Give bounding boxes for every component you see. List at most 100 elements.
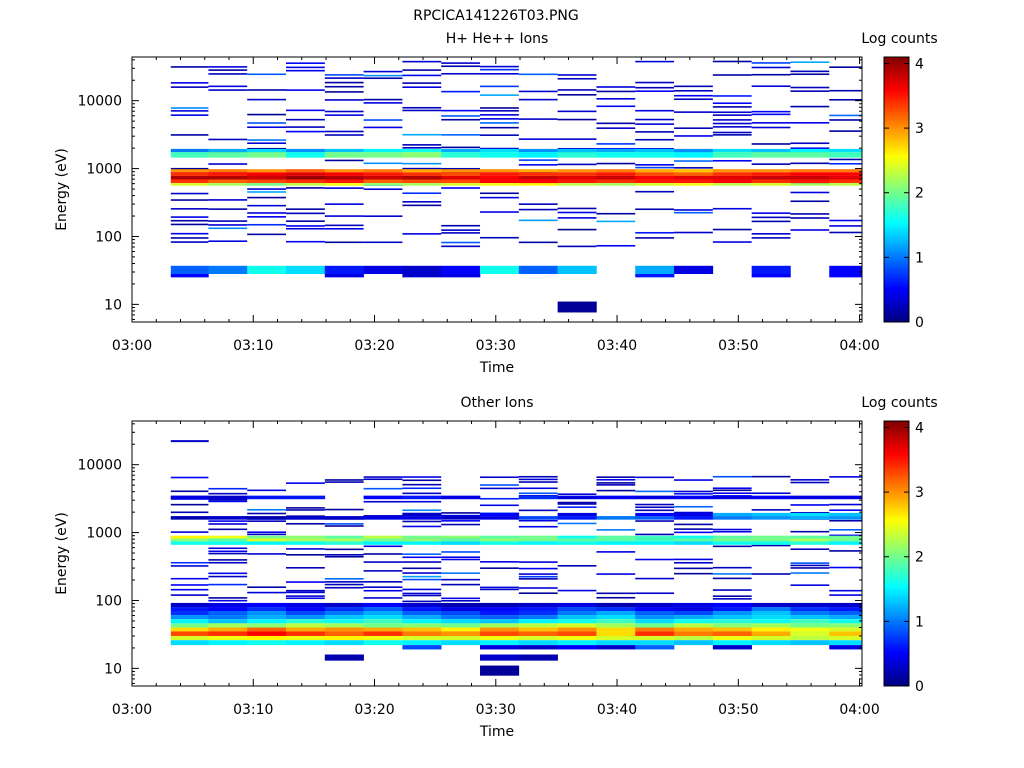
heatmap-cell bbox=[402, 162, 442, 165]
heatmap-cell bbox=[635, 640, 675, 646]
heatmap-cell bbox=[635, 183, 675, 186]
heatmap-cell bbox=[247, 615, 287, 620]
heatmap-cell bbox=[286, 522, 325, 525]
heatmap-cell bbox=[790, 61, 830, 63]
heatmap-cell bbox=[324, 525, 364, 527]
heatmap-cell bbox=[635, 90, 675, 92]
heatmap-cell bbox=[208, 208, 248, 210]
heatmap-cell bbox=[402, 541, 442, 545]
y-tick-label: 1000 bbox=[86, 526, 122, 542]
heatmap-cell bbox=[712, 131, 752, 134]
heatmap-cell bbox=[208, 492, 248, 495]
heatmap-cell bbox=[324, 227, 364, 230]
heatmap-cell bbox=[208, 69, 248, 71]
heatmap-cell bbox=[402, 516, 442, 520]
heatmap-cell bbox=[674, 531, 713, 534]
heatmap-cell bbox=[247, 89, 287, 91]
heatmap-cell bbox=[441, 146, 481, 149]
heatmap-cell bbox=[363, 619, 403, 624]
heatmap-cell bbox=[557, 148, 597, 153]
heatmap-cell bbox=[712, 179, 752, 184]
heatmap-cell bbox=[402, 152, 442, 158]
heatmap-cell bbox=[170, 172, 209, 176]
heatmap-cell bbox=[557, 245, 597, 248]
heatmap-cell bbox=[712, 623, 752, 628]
heatmap-cell bbox=[674, 567, 713, 570]
heatmap-cell bbox=[635, 607, 675, 611]
heatmap-cell bbox=[596, 147, 636, 150]
heatmap-cell bbox=[751, 175, 791, 180]
heatmap-cell bbox=[712, 528, 752, 531]
heatmap-cell bbox=[829, 541, 862, 545]
heatmap-cell bbox=[596, 122, 636, 125]
heatmap-cell bbox=[247, 139, 287, 141]
heatmap-cell bbox=[712, 631, 752, 636]
heatmap-cell bbox=[635, 208, 675, 211]
heatmap-cell bbox=[170, 223, 209, 226]
heatmap-cell bbox=[247, 73, 287, 76]
heatmap-cell bbox=[557, 93, 597, 96]
heatmap-cell bbox=[790, 511, 830, 514]
heatmap-cell bbox=[324, 516, 364, 520]
heatmap-cell bbox=[829, 162, 862, 165]
heatmap-cell bbox=[635, 123, 675, 125]
heatmap-cell bbox=[518, 538, 558, 542]
heatmap-cell bbox=[208, 169, 248, 173]
heatmap-cell bbox=[324, 130, 364, 133]
colorbar-tick-label: 0 bbox=[915, 679, 924, 695]
heatmap-cell bbox=[286, 591, 325, 594]
heatmap-cell bbox=[441, 551, 481, 553]
heatmap-cell bbox=[829, 631, 862, 636]
heatmap-cell bbox=[402, 619, 442, 624]
heatmap-cell bbox=[402, 169, 442, 173]
heatmap-cell bbox=[635, 152, 675, 158]
heatmap-cell bbox=[712, 492, 752, 494]
heatmap-cell bbox=[363, 640, 403, 646]
heatmap-cell bbox=[557, 538, 597, 542]
heatmap-cell bbox=[712, 635, 752, 641]
heatmap-cell bbox=[518, 159, 558, 161]
heatmap-cell bbox=[363, 627, 403, 632]
heatmap-cell bbox=[286, 619, 326, 624]
heatmap-cell bbox=[674, 98, 713, 101]
heatmap-cell bbox=[712, 595, 752, 597]
heatmap-cell bbox=[712, 475, 752, 478]
heatmap-cell bbox=[480, 627, 520, 632]
heatmap-cell bbox=[596, 127, 636, 129]
heatmap-cell bbox=[441, 495, 481, 500]
heatmap-cell bbox=[674, 627, 714, 632]
heatmap-cell bbox=[208, 559, 248, 561]
heatmap-cell bbox=[635, 175, 675, 180]
heatmap-cell bbox=[557, 615, 597, 620]
heatmap-cell bbox=[363, 77, 403, 80]
heatmap-cell bbox=[751, 169, 791, 173]
heatmap-cell bbox=[480, 588, 519, 591]
heatmap-cell bbox=[208, 520, 248, 522]
heatmap-cell bbox=[286, 631, 326, 636]
heatmap-cell bbox=[790, 619, 830, 624]
heatmap-cell bbox=[712, 602, 752, 608]
heatmap-cell bbox=[402, 509, 442, 512]
heatmap-cell bbox=[674, 183, 714, 186]
heatmap-cell bbox=[829, 619, 862, 624]
heatmap-cell bbox=[247, 508, 287, 511]
colorbar-tick-label: 1 bbox=[915, 614, 924, 630]
heatmap-cell bbox=[363, 162, 403, 165]
heatmap-cell bbox=[518, 631, 558, 636]
heatmap-cell bbox=[635, 520, 675, 522]
heatmap-cell bbox=[674, 607, 714, 611]
heatmap-cell bbox=[790, 615, 830, 620]
heatmap-cell bbox=[480, 665, 520, 672]
heatmap-cell bbox=[286, 240, 325, 243]
heatmap-cell bbox=[208, 561, 248, 564]
heatmap-cell bbox=[751, 212, 791, 214]
heatmap-cell bbox=[247, 126, 287, 129]
heatmap-cell bbox=[674, 541, 714, 545]
heatmap-cell bbox=[751, 544, 791, 547]
heatmap-cell bbox=[441, 169, 481, 173]
heatmap-cell bbox=[480, 179, 520, 184]
heatmap-cell bbox=[557, 217, 597, 219]
heatmap-cell bbox=[286, 109, 325, 112]
heatmap-cell bbox=[324, 215, 364, 217]
y-tick-label: 10000 bbox=[77, 458, 122, 474]
